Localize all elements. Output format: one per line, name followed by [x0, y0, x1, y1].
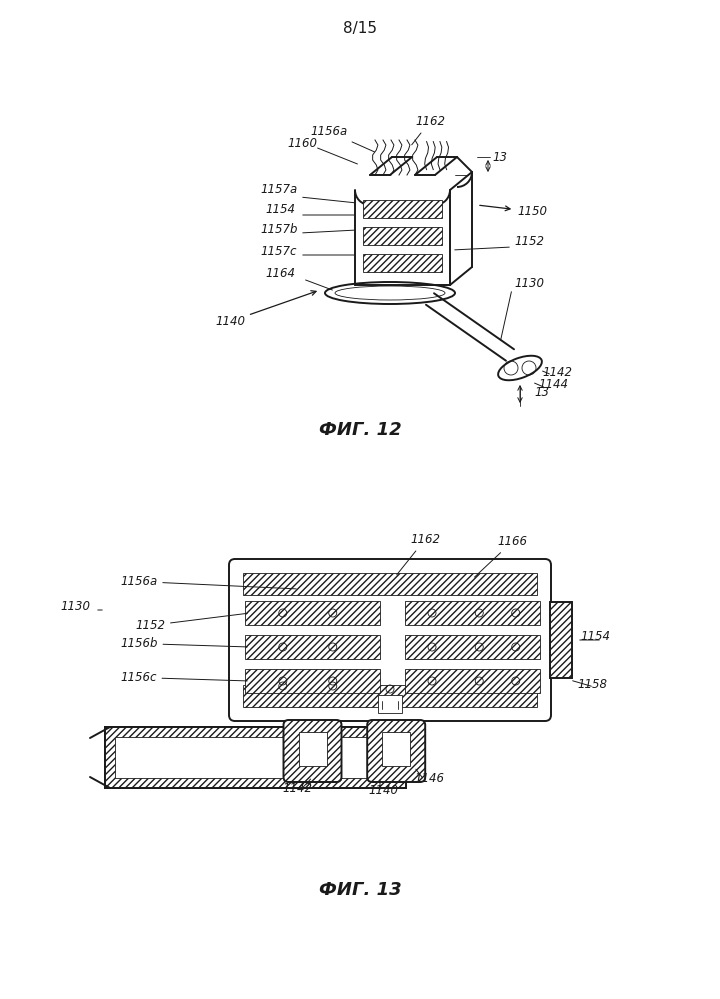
Bar [378, 695, 402, 713]
Text: 1154: 1154 [580, 630, 610, 643]
Bar [243, 573, 537, 595]
Text: 1156a: 1156a [310, 125, 374, 152]
FancyBboxPatch shape [367, 720, 426, 782]
Text: 1146: 1146 [414, 772, 444, 785]
Bar [363, 254, 442, 272]
Bar [105, 727, 406, 788]
Bar [405, 601, 540, 625]
Bar [245, 601, 380, 625]
FancyBboxPatch shape [284, 720, 341, 782]
Text: 1154: 1154 [265, 203, 295, 216]
Text: 1130: 1130 [514, 277, 544, 290]
Text: 1142: 1142 [542, 366, 572, 379]
Text: 1130: 1130 [60, 600, 90, 613]
Text: 1160: 1160 [287, 137, 317, 150]
Text: 1162: 1162 [397, 533, 440, 574]
Text: ФИГ. 12: ФИГ. 12 [319, 421, 401, 439]
Text: 1164: 1164 [265, 267, 295, 280]
Bar [115, 737, 391, 778]
Bar [299, 732, 326, 766]
Text: 1157a: 1157a [260, 183, 297, 196]
Text: 1156c: 1156c [120, 671, 247, 684]
Text: 1166: 1166 [474, 535, 528, 577]
Text: 1156a: 1156a [120, 575, 296, 588]
Bar [245, 669, 380, 693]
Text: ФИГ. 13: ФИГ. 13 [319, 881, 401, 899]
Text: 1152: 1152 [514, 235, 544, 248]
Text: 1142: 1142 [282, 782, 312, 795]
Text: 1140: 1140 [368, 784, 398, 797]
Text: 8/15: 8/15 [343, 21, 377, 36]
Text: 13: 13 [534, 386, 549, 399]
Text: 1140: 1140 [215, 291, 316, 328]
Bar [405, 669, 540, 693]
Bar [245, 635, 380, 659]
Bar [405, 635, 540, 659]
Text: 1158: 1158 [577, 678, 607, 691]
Text: 1157b: 1157b [260, 223, 297, 236]
Text: 13: 13 [492, 151, 507, 164]
Text: 1156b: 1156b [120, 637, 247, 650]
Ellipse shape [498, 356, 542, 381]
FancyBboxPatch shape [229, 559, 551, 721]
Text: 1157c: 1157c [260, 245, 297, 258]
Text: 1144: 1144 [538, 378, 568, 391]
Bar [363, 200, 442, 218]
Text: 1162: 1162 [412, 115, 445, 145]
Bar [243, 685, 537, 707]
Bar [550, 602, 572, 678]
Bar [382, 732, 410, 766]
Text: 1152: 1152 [135, 613, 247, 632]
Bar [105, 727, 406, 788]
Text: 1150: 1150 [480, 205, 547, 218]
Bar [363, 227, 442, 245]
